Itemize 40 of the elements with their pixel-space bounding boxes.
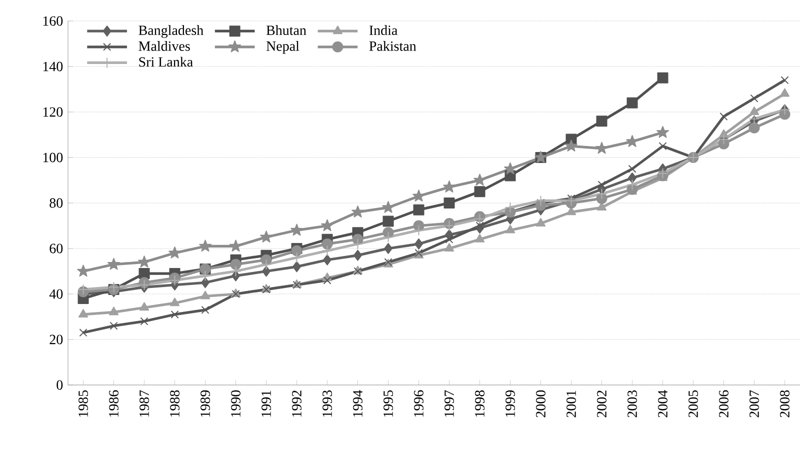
x-tick-label: 1995 [384, 390, 393, 417]
y-tick-label: 60 [50, 244, 63, 254]
x-tick-label: 1989 [200, 390, 210, 417]
x-tick-label: 2001 [566, 390, 576, 418]
y-tick-label: 160 [43, 16, 63, 26]
x-tick-label: 2005 [688, 390, 698, 418]
x-tick-label: 1990 [231, 390, 240, 417]
x-tick-label: 1987 [140, 390, 149, 417]
x-tick-label: 1992 [292, 390, 302, 417]
y-tick-label: 20 [50, 334, 63, 344]
y-tick-label: 0 [56, 380, 63, 390]
x-tick-label: 2000 [536, 390, 546, 418]
x-tick-label: 1991 [262, 390, 271, 417]
legend-label: Bhutan [266, 25, 306, 36]
y-tick-label: 140 [43, 62, 63, 72]
legend-label: Sri Lanka [139, 56, 193, 67]
legend-label: India [369, 25, 398, 36]
x-tick-label: 1997 [444, 390, 454, 417]
y-tick-label: 100 [43, 152, 63, 162]
x-tick-label: 2007 [750, 390, 759, 418]
x-tick-label: 1994 [353, 390, 362, 417]
x-tick-label: 1993 [322, 390, 332, 417]
x-tick-label: 2008 [780, 390, 790, 418]
y-tick-label: 120 [43, 107, 63, 117]
x-tick-label: 2003 [628, 390, 637, 418]
y-tick-label: 40 [49, 289, 63, 299]
legend-label: Bangladesh [138, 25, 204, 38]
y-tick-label: 80 [50, 198, 63, 208]
x-tick-label: 1996 [414, 390, 424, 417]
legend-label: Pakistan [369, 41, 416, 51]
x-tick-label: 2004 [658, 390, 668, 418]
x-tick-label: 1985 [78, 390, 88, 417]
x-tick-label: 2006 [719, 390, 728, 418]
x-tick-label: 1998 [475, 390, 484, 417]
x-tick-label: 1999 [506, 390, 515, 417]
x-tick-label: 1986 [109, 390, 118, 417]
x-tick-label: 1988 [170, 390, 180, 417]
legend-label: Nepal [266, 41, 300, 54]
x-tick-label: 2002 [597, 390, 606, 418]
legend-label: Maldives [138, 41, 190, 51]
